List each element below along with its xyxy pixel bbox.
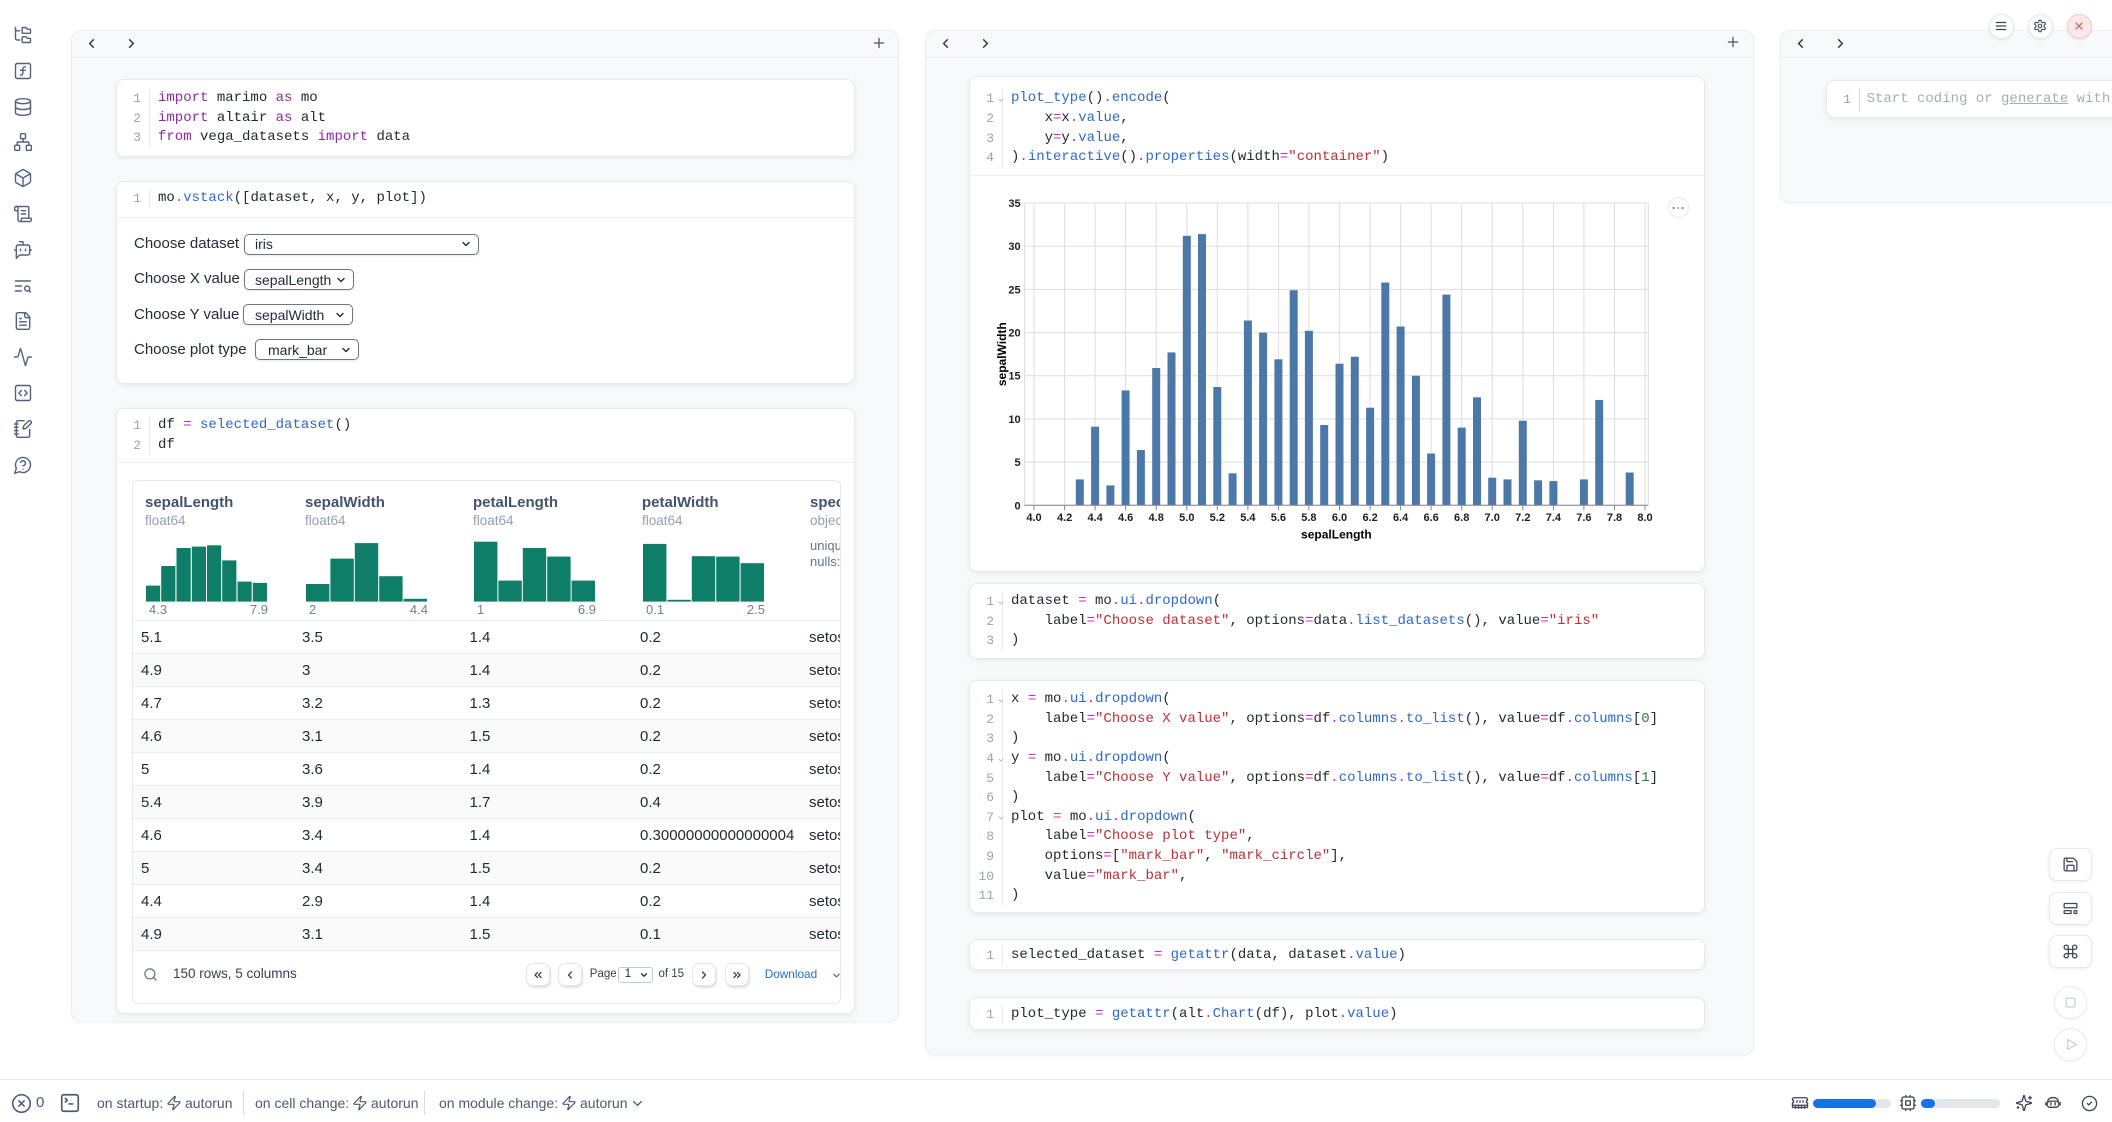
svg-text:15: 15 bbox=[1008, 371, 1020, 383]
svg-text:8.0: 8.0 bbox=[1637, 512, 1652, 524]
svg-text:7.4: 7.4 bbox=[1546, 512, 1562, 524]
svg-text:7.8: 7.8 bbox=[1607, 512, 1622, 524]
svg-text:5.8: 5.8 bbox=[1301, 512, 1316, 524]
svg-text:4.6: 4.6 bbox=[1118, 512, 1133, 524]
svg-text:5.2: 5.2 bbox=[1210, 512, 1225, 524]
svg-text:7.2: 7.2 bbox=[1515, 512, 1530, 524]
svg-text:20: 20 bbox=[1008, 328, 1020, 340]
svg-text:sepalLength: sepalLength bbox=[1301, 527, 1372, 541]
svg-text:4.8: 4.8 bbox=[1149, 512, 1164, 524]
svg-text:25: 25 bbox=[1008, 284, 1020, 296]
svg-text:6.4: 6.4 bbox=[1393, 512, 1409, 524]
svg-text:5.0: 5.0 bbox=[1179, 512, 1194, 524]
svg-text:4.2: 4.2 bbox=[1057, 512, 1072, 524]
svg-text:sepalWidth: sepalWidth bbox=[995, 322, 1009, 386]
svg-text:6.0: 6.0 bbox=[1332, 512, 1347, 524]
svg-text:7.0: 7.0 bbox=[1485, 512, 1500, 524]
svg-text:4.0: 4.0 bbox=[1026, 512, 1041, 524]
svg-text:5.4: 5.4 bbox=[1240, 512, 1256, 524]
svg-text:10: 10 bbox=[1008, 414, 1020, 426]
svg-text:7.6: 7.6 bbox=[1576, 512, 1591, 524]
svg-text:6.8: 6.8 bbox=[1454, 512, 1469, 524]
svg-text:6.2: 6.2 bbox=[1362, 512, 1377, 524]
svg-text:4.4: 4.4 bbox=[1087, 512, 1103, 524]
svg-text:5.6: 5.6 bbox=[1271, 512, 1286, 524]
svg-text:5: 5 bbox=[1014, 457, 1020, 469]
svg-text:6.6: 6.6 bbox=[1423, 512, 1438, 524]
svg-text:35: 35 bbox=[1008, 198, 1020, 210]
svg-text:0: 0 bbox=[1014, 500, 1020, 512]
svg-text:30: 30 bbox=[1008, 241, 1020, 253]
